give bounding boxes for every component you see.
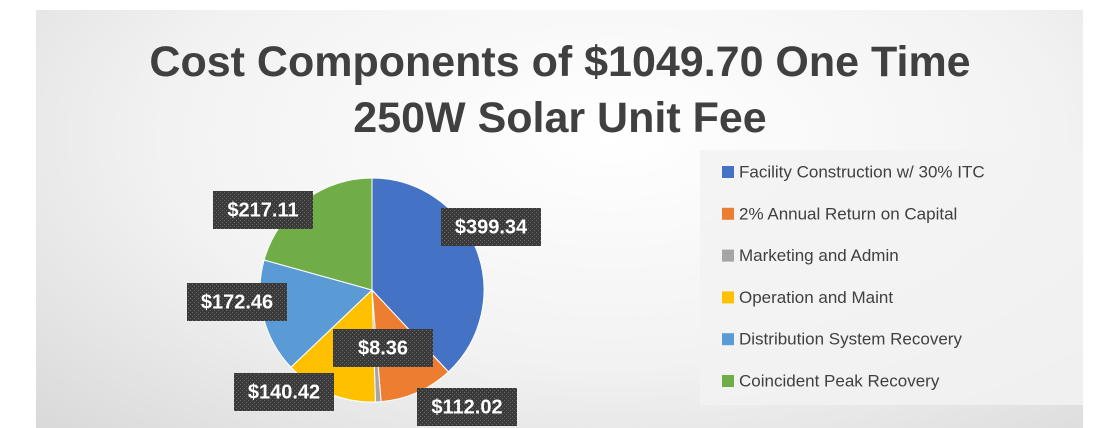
legend-swatch xyxy=(722,375,734,387)
data-label: $172.46 xyxy=(201,291,273,313)
data-label: $112.02 xyxy=(431,396,502,418)
legend-swatch xyxy=(722,291,734,304)
legend-label: Marketing and Admin xyxy=(739,246,899,265)
data-label-box xyxy=(187,283,287,321)
legend-label: Operation and Maint xyxy=(739,288,893,307)
legend-label: Distribution System Recovery xyxy=(739,330,962,349)
data-label: $217.11 xyxy=(227,199,298,221)
data-label-box xyxy=(333,329,433,367)
data-label-box xyxy=(234,373,334,411)
data-label: $8.36 xyxy=(358,337,408,359)
legend-label: Coincident Peak Recovery xyxy=(739,371,940,390)
chart-title: Cost Components of $1049.70 One Time 250… xyxy=(149,38,971,142)
legend-label: 2% Annual Return on Capital xyxy=(739,204,957,223)
legend-box xyxy=(700,150,1083,405)
legend-swatch xyxy=(722,166,734,178)
data-label-box xyxy=(213,191,313,229)
data-label: $399.34 xyxy=(455,216,528,238)
legend-swatch xyxy=(722,333,734,346)
data-label: $140.42 xyxy=(248,381,320,403)
data-label-box xyxy=(441,208,541,246)
legend-swatch xyxy=(722,207,734,220)
legend-swatch xyxy=(722,249,734,262)
legend-label: Facility Construction w/ 30% ITC xyxy=(739,162,985,181)
data-label-box xyxy=(417,388,517,426)
